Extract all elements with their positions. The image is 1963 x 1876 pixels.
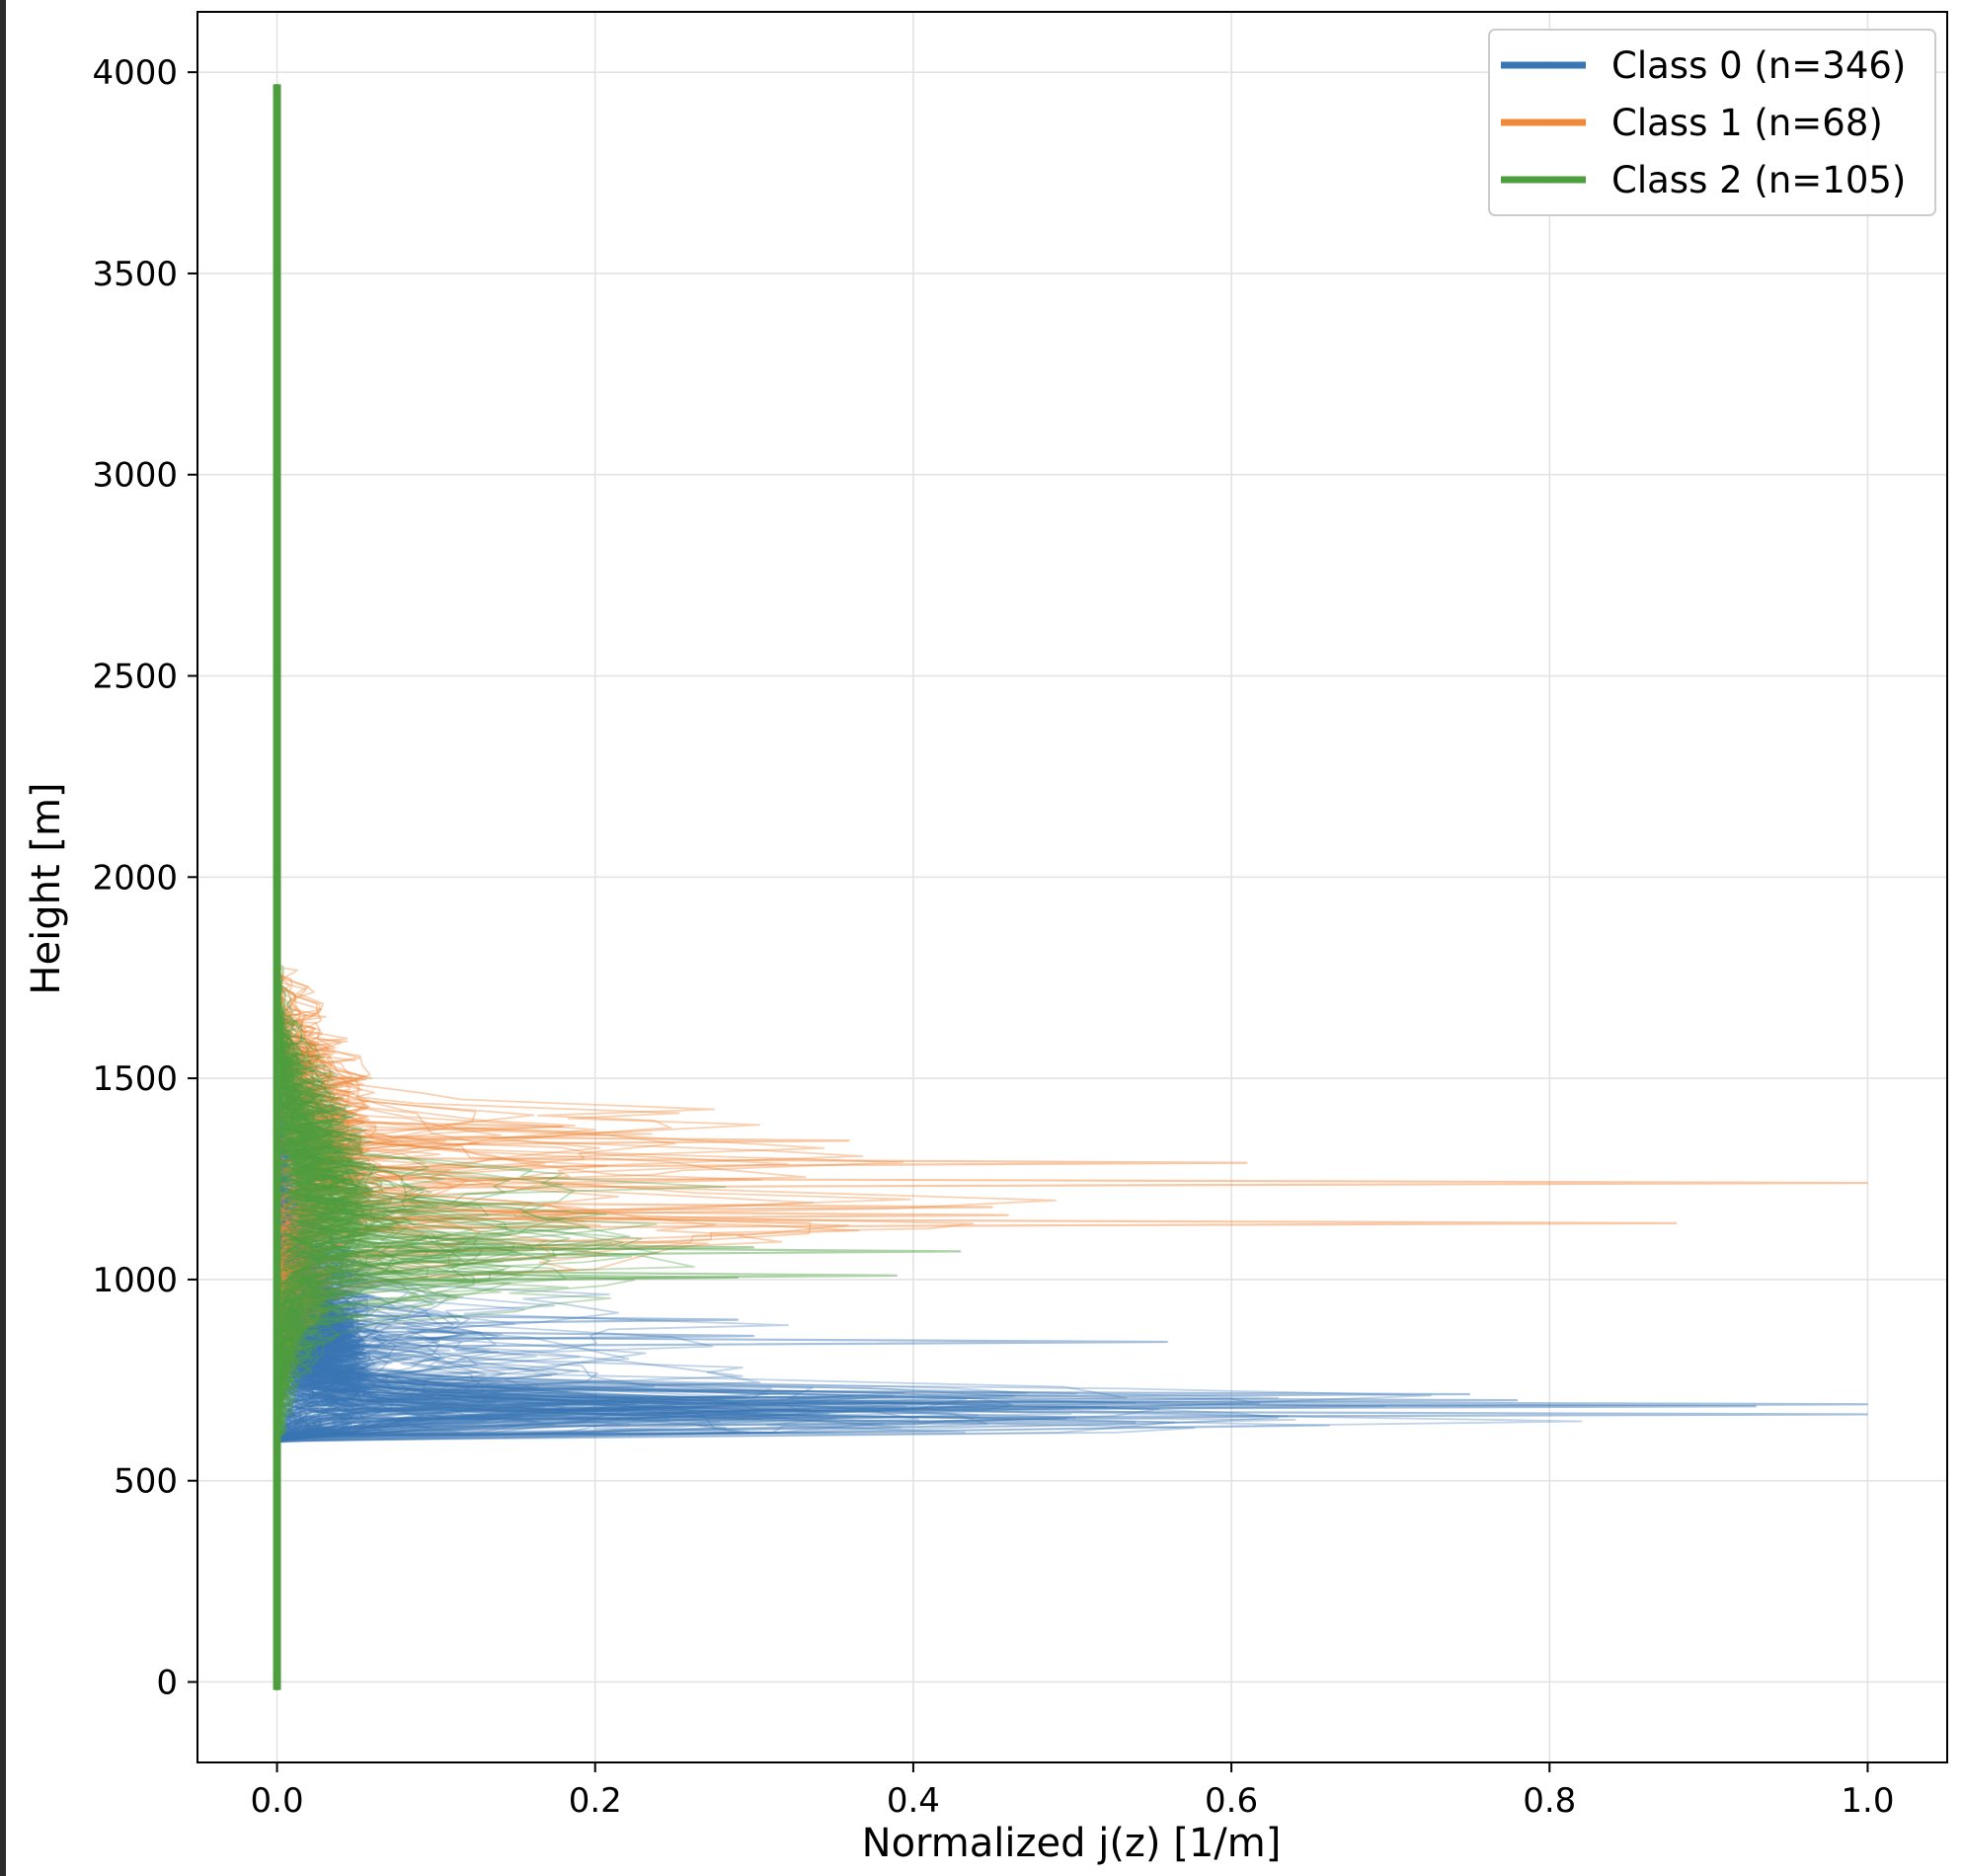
profile-line: [275, 84, 396, 1690]
profile-line: [275, 84, 391, 1690]
y-tick-label: 2000: [92, 858, 178, 898]
x-tick-label: 0.6: [1205, 1781, 1258, 1821]
profile-line: [275, 84, 613, 1690]
legend-box: [1488, 29, 1936, 216]
profile-line: [275, 84, 522, 1690]
y-axis: 0 500 1000 1500 2000 2500 3000 3500 4000: [92, 53, 197, 1702]
profile-line: [275, 84, 398, 1690]
profile-line: [275, 84, 556, 1690]
x-tick-label: 1.0: [1841, 1781, 1894, 1821]
profile-line: [275, 84, 440, 1690]
y-tick-label: 3000: [92, 456, 178, 496]
profile-line: [275, 84, 390, 1690]
profile-line: [275, 84, 371, 1690]
profile-line: [275, 84, 422, 1690]
profile-line: [275, 84, 511, 1690]
legend: Class 0 (n=346) Class 1 (n=68) Class 2 (n=…: [1488, 29, 1936, 216]
profile-line: [275, 84, 609, 1690]
profile-peak: [308, 1269, 898, 1282]
y-tick-label: 1500: [92, 1059, 178, 1099]
profile-line: [275, 84, 363, 1690]
profile-peak: [308, 1201, 993, 1213]
profile-line: [275, 84, 632, 1690]
profile-line: [275, 84, 342, 1690]
profile-line: [275, 84, 524, 1690]
profile-peak: [308, 1408, 1868, 1421]
profile-line: [275, 84, 425, 1690]
profile-line: [275, 84, 359, 1690]
profile-line: [275, 84, 410, 1690]
y-axis-label: Height [m]: [24, 782, 69, 994]
profile-line: [275, 84, 465, 1690]
profile-line: [275, 84, 812, 1690]
y-tick-label: 2500: [92, 658, 178, 697]
y-tick-label: 4000: [92, 53, 178, 93]
profile-line: [275, 84, 658, 1690]
profile-peak: [308, 1245, 962, 1258]
window-edge: [0, 0, 6, 1876]
profile-line: [275, 84, 430, 1690]
profile-line: [275, 84, 361, 1690]
profile-peak: [308, 1241, 754, 1254]
y-tick-label: 500: [114, 1462, 178, 1502]
legend-label: Class 0 (n=346): [1611, 44, 1906, 87]
profile-line: [275, 84, 567, 1690]
profile-peak: [308, 1394, 1519, 1407]
profile-line: [275, 84, 360, 1690]
profile-line: [275, 84, 461, 1690]
x-axis: 0.0 0.2 0.4 0.6 0.8 1.0: [251, 1762, 1894, 1821]
legend-label: Class 2 (n=105): [1611, 159, 1906, 201]
profile-line: [275, 84, 425, 1690]
gridlines: [197, 12, 1947, 1762]
profile-line: [275, 84, 388, 1690]
legend-label: Class 1 (n=68): [1611, 102, 1883, 144]
profile-peak: [308, 1209, 1009, 1221]
profile-line: [275, 84, 374, 1690]
profile-line: [275, 84, 860, 1690]
profile-line: [275, 84, 427, 1690]
profile-line: [275, 84, 381, 1690]
x-axis-label: Normalized j(z) [1/m]: [862, 1821, 1282, 1866]
profile-peak: [308, 1121, 564, 1133]
x-tick-label: 0.0: [251, 1781, 304, 1821]
profile-peak: [308, 1156, 1248, 1169]
profile-line: [275, 84, 432, 1690]
profile-peak: [308, 1336, 1168, 1349]
profile-peak: [308, 1398, 1868, 1411]
profile-line: [275, 84, 474, 1690]
profile-peak: [308, 1177, 1868, 1190]
profile-line: [275, 84, 356, 1690]
profile-line: [275, 84, 374, 1690]
series-lines: [273, 84, 1868, 1690]
x-tick-label: 0.4: [887, 1781, 940, 1821]
profile-line: [275, 84, 434, 1690]
profile-peak: [308, 1271, 739, 1284]
y-tick-label: 3500: [92, 255, 178, 294]
profile-peak: [308, 1400, 1757, 1413]
x-tick-label: 0.8: [1523, 1781, 1576, 1821]
profile-line: [275, 84, 500, 1690]
y-tick-label: 1000: [92, 1261, 178, 1300]
plot-area: [197, 12, 1947, 1762]
profile-line: [275, 84, 515, 1690]
profile-line: [275, 84, 555, 1690]
profile-line: [275, 84, 569, 1690]
profile-peak: [308, 1313, 739, 1326]
profile-peak: [308, 1329, 754, 1342]
plot-frame: [196, 11, 1948, 1763]
profile-line: [275, 84, 516, 1690]
profile-line: [275, 84, 377, 1690]
x-tick-label: 0.2: [569, 1781, 622, 1821]
profile-line: [275, 84, 518, 1690]
y-tick-label: 0: [156, 1663, 178, 1702]
